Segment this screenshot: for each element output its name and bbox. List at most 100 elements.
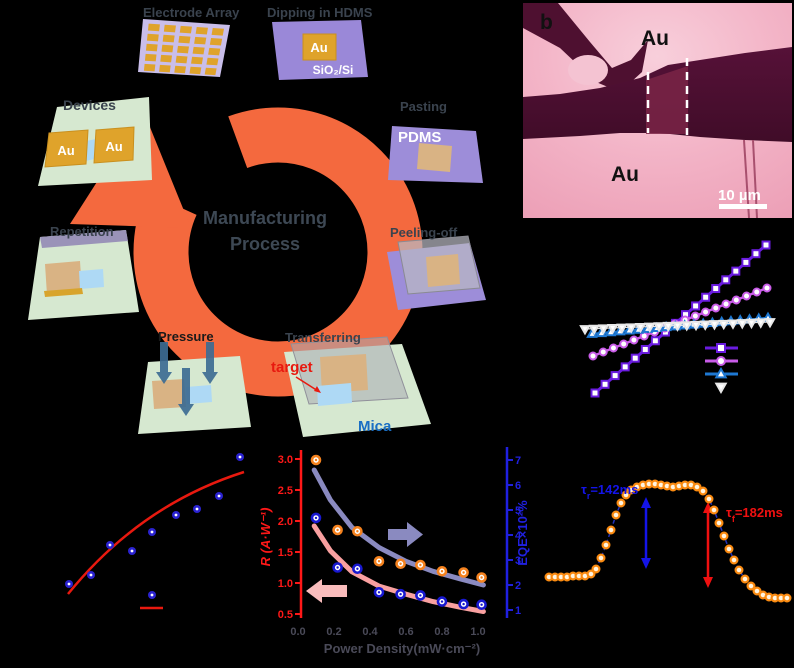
devices-au-right [93,126,135,164]
fit-curve [67,470,245,595]
electrode-cell [146,33,159,42]
electrode-cell [175,55,188,64]
right-y-axis-label: EQE×10²% [515,500,530,566]
data-point [625,323,638,334]
data-point [616,323,628,335]
electrode-cell [159,64,171,73]
electrode-cell [177,45,189,54]
target-pointer-line [295,376,319,392]
step-label-pasting: Pasting [400,99,447,114]
fall-double-arrow [703,502,713,588]
data-point [711,284,721,294]
data-point [579,325,591,336]
series-triangle-down [579,318,776,336]
pressure-arrows [156,342,218,416]
electrode-cell [189,66,202,75]
rise-time-annotation: τr=142ms [581,482,638,501]
left-tick-label: 0.5 [278,609,293,621]
step-label-peeling: Peeling-off [390,225,458,240]
x-tick-label: 0.4 [362,626,378,638]
dipping-au-chip [302,33,337,61]
electrode-cell [204,67,217,76]
pressure-blue-chip [186,385,212,404]
data-point [671,321,684,332]
fit-curve-R [311,523,486,614]
devices-channel [85,139,96,161]
data-point [708,320,721,331]
rise-double-arrow [641,497,651,569]
data-point [598,347,608,357]
data-point [754,318,767,329]
step-label-dipping: Dipping in HDMS [267,5,373,20]
data-point [608,343,618,353]
peeling-tan-chip [426,254,460,287]
pressure-tan-chip [152,379,186,409]
electrode-cell [194,36,207,45]
data-point [731,295,741,305]
data-point [588,351,598,361]
data-point [764,318,776,329]
data-point [597,324,610,335]
right-tick-label: 3 [515,555,521,567]
target-pointer-head [314,386,321,393]
data-point [619,339,629,349]
electrode-cell [163,24,176,33]
devices-au-right-label: Au [105,139,122,154]
data-point [610,371,620,381]
electrode-cell [192,46,205,55]
electrode-cell [162,34,175,43]
electrode-cell [206,57,219,66]
transferring-target-chip [317,383,352,406]
right-tick-label: 7 [515,455,521,467]
data-point [690,311,700,321]
data-point [714,366,728,379]
data-point [741,257,751,267]
data-point [699,320,712,331]
step-label-electrode-array: Electrode Array [143,5,240,20]
data-point [701,307,711,317]
electrode-cell [143,63,156,72]
right-tick-label: 5 [515,505,521,517]
step-label-pressure: Pressure [158,329,214,344]
data-point [680,321,693,332]
data-point [640,344,650,354]
data-point [711,303,721,313]
data-point [690,320,702,332]
diagram-title-line1: Manufacturing [203,208,327,228]
step-label-transferring: Transferring [285,330,361,345]
data-point [762,283,772,293]
data-point [714,382,728,395]
electrode-cell [178,35,191,44]
panel-b-label: b [540,11,553,34]
data-point [643,322,656,333]
data-point [761,240,771,250]
left-tick-label: 2.0 [278,516,293,528]
series-R [310,512,487,611]
left-y-axis-label: R (A·W⁻¹) [258,508,273,567]
data-point [606,324,619,335]
pasting-tan-chip [417,143,452,172]
data-point [629,335,639,345]
series-square [590,240,771,398]
electrode-cell [160,54,172,63]
electrode-cell [195,26,208,35]
data-point [721,275,731,285]
step-label-repetition: Repetition [50,224,114,239]
diagram-title-line2: Process [230,234,300,254]
data-point [650,336,660,346]
electrode-cell [144,53,157,62]
series-EQE [310,454,487,583]
scale-bar [719,204,767,209]
data-point [653,322,665,333]
data-point [590,388,600,398]
data-point [716,356,726,366]
repetition-gold-strip [44,288,83,297]
panel-f-chart: τr=142ms τf=182ms [544,479,792,603]
electrode-cell [145,43,158,52]
panel-b-micrograph: b Au Au 10 µm [523,3,792,218]
data-point [588,324,601,336]
right-tick-label: 2 [515,580,521,592]
data-point [736,319,749,330]
x-axis-label: Power Density(mW·cm⁻²) [324,641,480,656]
pulse-points [544,479,792,603]
